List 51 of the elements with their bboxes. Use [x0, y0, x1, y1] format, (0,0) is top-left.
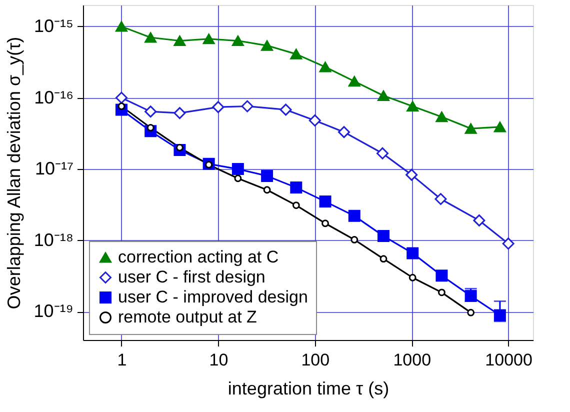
x-tick-label: 1	[117, 350, 127, 370]
point	[144, 32, 157, 43]
point	[319, 62, 332, 72]
point	[406, 247, 419, 260]
x-tick-label: 10	[209, 350, 228, 370]
point	[174, 35, 186, 46]
y-tick-label: 10⁻¹⁹	[34, 301, 74, 322]
point	[290, 182, 302, 194]
point	[322, 220, 329, 228]
point	[494, 122, 506, 132]
point	[115, 92, 128, 104]
point	[263, 186, 271, 194]
point	[144, 106, 157, 118]
point	[348, 210, 360, 222]
y-tick-label: 10⁻¹⁷	[34, 158, 74, 179]
legend-label: remote output at Z	[118, 308, 257, 326]
point	[350, 236, 358, 244]
point	[377, 230, 390, 242]
y-axis-title: Overlapping Allan deviation σ_y(τ)	[4, 36, 24, 310]
y-tick-label: 10⁻¹⁵	[34, 16, 74, 36]
point	[408, 274, 416, 282]
point	[464, 123, 477, 134]
point	[406, 100, 419, 112]
point	[174, 107, 186, 120]
point	[438, 288, 446, 296]
x-tick-label: 1000	[393, 350, 432, 370]
x-tick-label: 10000	[485, 350, 532, 370]
point	[261, 170, 274, 182]
point	[261, 40, 274, 51]
point	[380, 255, 388, 263]
y-tick-label: 10⁻¹⁶	[34, 87, 74, 108]
point	[232, 163, 244, 176]
point	[115, 21, 128, 32]
point	[234, 174, 242, 182]
point	[232, 35, 244, 46]
legend-label: user C - first design	[118, 268, 266, 286]
point	[467, 308, 475, 316]
y-tick-label: 10⁻¹⁸	[34, 230, 74, 250]
point	[494, 309, 506, 322]
x-tick-label: 100	[301, 350, 330, 370]
point	[436, 112, 448, 122]
point	[348, 76, 360, 87]
legend-label: user C - improved design	[118, 288, 308, 306]
point	[292, 202, 300, 210]
x-axis-title: integration time τ (s)	[228, 378, 390, 398]
point	[290, 48, 302, 60]
point	[377, 90, 390, 101]
point	[436, 270, 448, 282]
legend-label: correction acting at C	[118, 248, 279, 266]
point	[202, 34, 215, 44]
point	[319, 196, 332, 208]
